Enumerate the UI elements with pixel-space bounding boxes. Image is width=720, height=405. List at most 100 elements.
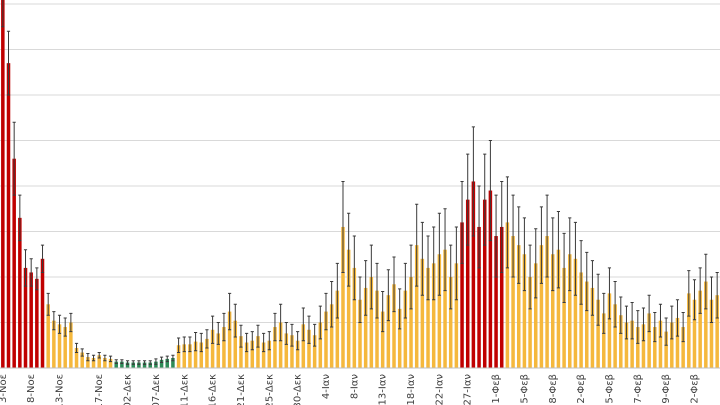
error-bar — [97, 352, 101, 359]
error-bar — [619, 296, 623, 334]
bar — [363, 287, 368, 368]
error-bar — [86, 352, 90, 362]
bar — [307, 329, 311, 368]
bar — [692, 299, 697, 368]
error-bar — [46, 292, 50, 316]
error-bar — [364, 260, 368, 316]
error-bar — [318, 305, 322, 340]
error-bar — [709, 276, 714, 323]
bar — [681, 327, 685, 368]
error-bar — [698, 267, 702, 314]
error-bar — [426, 235, 430, 301]
bar — [375, 290, 379, 368]
bar — [522, 254, 527, 368]
error-bar — [607, 267, 612, 320]
error-bar — [409, 244, 413, 310]
bar — [715, 295, 719, 368]
bar — [539, 245, 544, 368]
bar — [261, 342, 266, 368]
bar — [602, 313, 606, 368]
bar — [664, 331, 668, 368]
bar — [448, 277, 453, 368]
error-bar — [528, 244, 532, 310]
error-bar — [296, 331, 300, 351]
error-bar — [6, 30, 11, 96]
error-bars — [1, 0, 719, 365]
error-bar — [233, 303, 237, 338]
error-bar — [403, 262, 407, 319]
bar — [176, 345, 181, 368]
error-bar — [341, 180, 345, 273]
error-bar — [443, 208, 447, 292]
bar — [488, 190, 493, 368]
bar — [233, 320, 238, 368]
x-tick-label: 17-Νοε — [94, 374, 105, 405]
error-bar — [313, 323, 317, 347]
x-tick-label: 16-Δεκ — [208, 374, 219, 405]
error-bar — [466, 153, 470, 246]
error-bar — [108, 355, 113, 363]
bar — [52, 320, 56, 368]
error-bar — [573, 221, 578, 296]
bar — [114, 361, 118, 368]
bar — [91, 357, 96, 368]
error-bar — [375, 262, 379, 319]
gridlines — [0, 3, 720, 323]
bar — [210, 329, 215, 368]
x-tick-label: 5-Φεβ — [519, 374, 530, 404]
bar — [63, 327, 67, 368]
error-bar — [262, 332, 266, 353]
error-bar — [636, 310, 640, 344]
error-bar — [511, 194, 515, 278]
bar — [69, 322, 73, 368]
bar — [244, 342, 249, 368]
error-bar — [505, 176, 509, 269]
bar — [23, 267, 28, 368]
error-bar — [216, 322, 220, 345]
error-bar — [194, 332, 198, 352]
error-bar — [692, 279, 697, 321]
bar — [709, 299, 714, 368]
bar — [216, 333, 221, 368]
bar — [454, 263, 459, 368]
x-tick-label: 02-Δεκ — [123, 374, 134, 405]
bar — [182, 344, 186, 368]
bar — [568, 254, 572, 368]
error-bar — [454, 226, 458, 301]
bar — [193, 341, 198, 368]
error-bar — [568, 217, 572, 292]
x-tick-label: 2-Φεβ — [690, 374, 701, 404]
bar — [397, 308, 402, 368]
bar — [222, 327, 226, 368]
x-tick-label: 13-Ιαν — [378, 374, 389, 405]
error-bar — [381, 291, 385, 333]
bar — [636, 327, 640, 368]
x-tick-label: 30-Δεκ — [293, 374, 304, 405]
error-bar — [57, 314, 62, 334]
error-bar — [177, 337, 181, 354]
error-bar — [602, 292, 606, 334]
bar — [80, 352, 84, 368]
error-bar — [63, 317, 67, 337]
error-bar — [165, 355, 169, 363]
bar — [443, 249, 447, 368]
error-bar — [477, 185, 481, 269]
error-bar — [647, 294, 651, 333]
bar — [511, 236, 515, 368]
error-bar — [245, 332, 249, 353]
x-tick-label: 27-Ιαν — [463, 374, 474, 405]
bar — [108, 358, 113, 368]
bar — [284, 333, 289, 368]
error-bar — [420, 221, 424, 296]
bar — [74, 347, 79, 368]
bar — [318, 322, 323, 368]
x-tick-label: 1-Φεβ — [491, 374, 502, 404]
error-bar — [579, 240, 583, 305]
bar — [35, 278, 39, 368]
bar — [573, 258, 578, 368]
bar — [369, 277, 374, 368]
error-bar — [284, 322, 288, 345]
x-tick-label: 13-Νοε — [55, 374, 66, 405]
bar — [420, 258, 425, 368]
error-bar — [624, 305, 629, 340]
